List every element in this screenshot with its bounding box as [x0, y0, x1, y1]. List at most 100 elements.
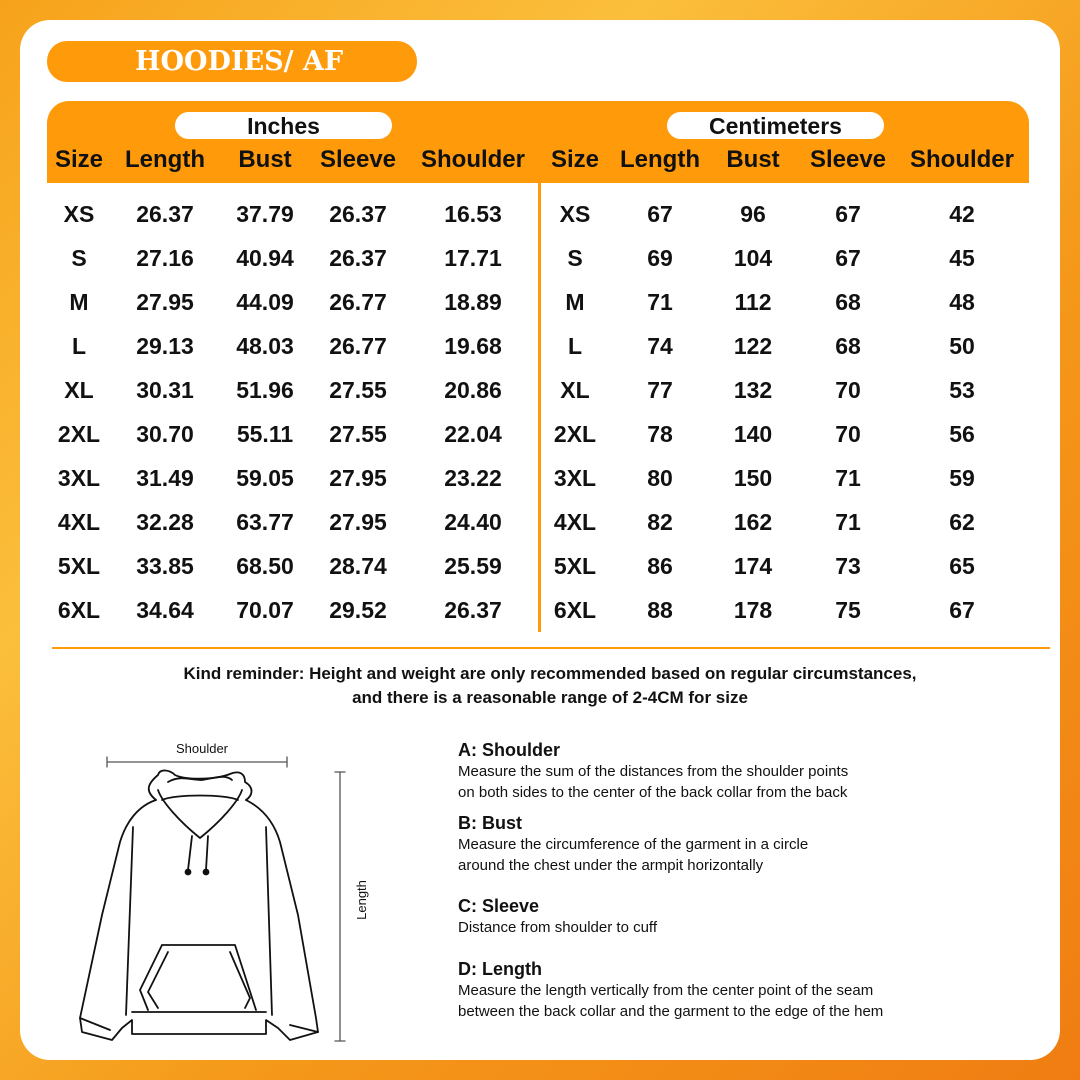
column-header-cm-size: Size — [550, 146, 600, 173]
inches-cell: 19.68 — [444, 333, 502, 359]
inches-cell: 27.16 — [136, 245, 194, 271]
column-header-length: Length — [125, 146, 205, 173]
cm-cell: 67 — [835, 201, 861, 227]
cm-cell: 4XL — [553, 509, 597, 535]
inches-cell: 26.77 — [329, 289, 387, 315]
inches-cell: 70.07 — [236, 597, 294, 623]
inches-cell: 26.37 — [329, 245, 387, 271]
inches-cell: 27.55 — [329, 421, 387, 447]
measurement-description: C: Sleeve Distance from shoulder to cuff — [458, 895, 1058, 938]
inches-cell: 26.37 — [136, 201, 194, 227]
inches-cell: 34.64 — [136, 597, 194, 623]
inches-cell: 55.11 — [236, 421, 294, 447]
column-header-cm-length: Length — [620, 146, 700, 173]
inches-cell: 30.70 — [136, 421, 194, 447]
inches-cell: 27.95 — [329, 509, 387, 535]
cm-cell: 162 — [733, 509, 773, 535]
column-header-bust: Bust — [238, 146, 292, 173]
page-title: HOODIES/ AF — [47, 41, 417, 82]
inches-cell: 30.31 — [136, 377, 194, 403]
description-title: A: Shoulder — [458, 740, 560, 760]
cm-cell: 59 — [949, 465, 975, 491]
reminder-line: and there is a reasonable range of 2-4CM… — [352, 688, 748, 707]
cm-cell: 75 — [835, 597, 861, 623]
kind-reminder: Kind reminder: Height and weight are onl… — [60, 662, 1040, 710]
cm-cell: 6XL — [553, 597, 597, 623]
inches-cell: L — [71, 333, 87, 359]
inches-cell: 22.04 — [444, 421, 502, 447]
column-header-cm-shoulder: Shoulder — [909, 146, 1015, 173]
inches-cell: 2XL — [57, 421, 101, 447]
inches-cell: XS — [63, 201, 95, 227]
cm-cell: 67 — [647, 201, 673, 227]
description-text: Measure the circumference of the garment… — [458, 836, 809, 853]
cm-cell: 112 — [734, 289, 772, 315]
inches-cell: 27.95 — [136, 289, 194, 315]
cm-cell: 68 — [835, 289, 861, 315]
cm-cell: 140 — [733, 421, 773, 447]
unit-label-cm: Centimeters — [667, 112, 884, 139]
cm-cell: 45 — [949, 245, 975, 271]
inches-cell: 23.22 — [444, 465, 502, 491]
table-divider — [538, 183, 541, 632]
inches-cell: S — [71, 245, 87, 271]
section-divider — [52, 647, 1050, 649]
measurement-description: D: Length Measure the length vertically f… — [458, 958, 1058, 1022]
column-header-shoulder: Shoulder — [420, 146, 526, 173]
inches-cell: 26.37 — [444, 597, 502, 623]
description-text: Measure the length vertically from the c… — [458, 982, 874, 999]
inches-cell: 59.05 — [236, 465, 294, 491]
cm-cell: 70 — [835, 421, 861, 447]
measurement-description: B: Bust Measure the circumference of the … — [458, 812, 1058, 876]
length-label: Length — [354, 880, 369, 920]
inches-cell: 44.09 — [236, 289, 294, 315]
hoodie-diagram: Shoulder Length — [79, 741, 369, 1042]
cm-cell: 65 — [949, 553, 975, 579]
cm-cell: 174 — [733, 553, 773, 579]
description-text: between the back collar and the garment … — [458, 1003, 884, 1020]
column-header-sleeve: Sleeve — [319, 146, 397, 173]
inches-cell: 37.79 — [236, 201, 294, 227]
cm-cell: 80 — [647, 465, 673, 491]
cm-cell: 2XL — [553, 421, 597, 447]
cm-cell: 73 — [835, 553, 861, 579]
inches-cell: 40.94 — [236, 245, 294, 271]
shoulder-label: Shoulder — [176, 741, 229, 756]
inches-cell: 5XL — [57, 553, 101, 579]
description-text: on both sides to the center of the back … — [458, 784, 848, 801]
cm-cell: 122 — [733, 333, 773, 359]
cm-cell: 150 — [733, 465, 773, 491]
inches-cell: 33.85 — [136, 553, 194, 579]
cm-cell: L — [567, 333, 583, 359]
inches-cell: 16.53 — [444, 201, 502, 227]
cm-cell: XS — [559, 201, 591, 227]
cm-cell: 71 — [835, 465, 861, 491]
description-text: around the chest under the armpit horizo… — [458, 857, 764, 874]
cm-cell: 62 — [949, 509, 975, 535]
inches-cell: 68.50 — [236, 553, 294, 579]
inches-cell: 17.71 — [444, 245, 502, 271]
cm-cell: 71 — [647, 289, 673, 315]
description-title: B: Bust — [458, 813, 522, 833]
cm-cell: XL — [560, 377, 590, 403]
cm-cell: 68 — [835, 333, 861, 359]
cm-cell: 96 — [740, 201, 766, 227]
cm-cell: 48 — [949, 289, 975, 315]
cm-cell: 132 — [733, 377, 773, 403]
cm-cell: 70 — [835, 377, 861, 403]
description-title: C: Sleeve — [458, 896, 540, 916]
description-text: Distance from shoulder to cuff — [458, 919, 657, 936]
cm-cell: 74 — [647, 333, 673, 359]
length-measure-line — [334, 771, 346, 1042]
cm-cell: 69 — [647, 245, 673, 271]
inches-cell: 27.55 — [329, 377, 387, 403]
inches-cell: 26.77 — [329, 333, 387, 359]
cm-cell: 178 — [733, 597, 773, 623]
inches-cell: M — [69, 289, 89, 315]
inches-cell: 20.86 — [444, 377, 502, 403]
inches-cell: 28.74 — [329, 553, 387, 579]
hoodie-outline-icon — [79, 769, 319, 1041]
cm-cell: M — [565, 289, 585, 315]
inches-cell: 3XL — [57, 465, 101, 491]
cm-cell: 53 — [949, 377, 975, 403]
